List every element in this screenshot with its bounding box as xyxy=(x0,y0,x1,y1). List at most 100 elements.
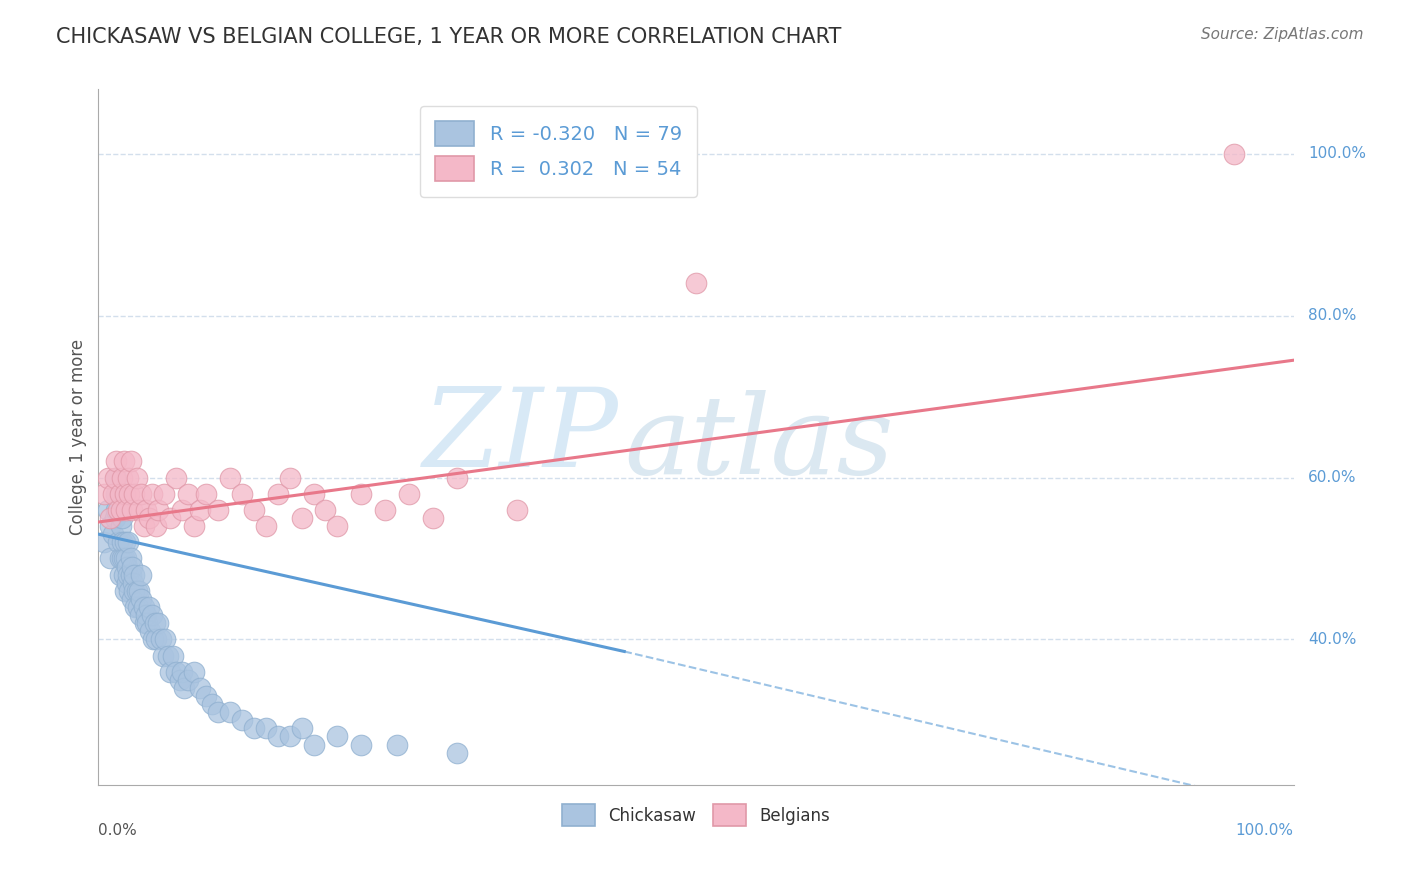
Point xyxy=(108,551,131,566)
Point xyxy=(374,503,396,517)
Point xyxy=(136,616,159,631)
Point xyxy=(159,665,181,679)
Point xyxy=(159,511,181,525)
Point xyxy=(142,632,165,647)
Point xyxy=(446,746,468,760)
Point xyxy=(165,470,187,484)
Point xyxy=(105,486,128,500)
Point xyxy=(107,503,129,517)
Point xyxy=(278,730,301,744)
Point xyxy=(108,486,131,500)
Point xyxy=(120,454,142,468)
Point xyxy=(98,511,122,525)
Point xyxy=(145,632,167,647)
Point xyxy=(121,591,143,606)
Point xyxy=(446,470,468,484)
Point xyxy=(350,486,373,500)
Point xyxy=(114,583,136,598)
Point xyxy=(254,722,277,736)
Point xyxy=(110,519,132,533)
Point xyxy=(165,665,187,679)
Point xyxy=(138,511,160,525)
Point xyxy=(278,470,301,484)
Point xyxy=(97,503,120,517)
Point xyxy=(326,730,349,744)
Point xyxy=(111,551,134,566)
Point xyxy=(105,503,128,517)
Point xyxy=(108,567,131,582)
Point xyxy=(169,673,191,687)
Point xyxy=(105,470,128,484)
Point xyxy=(101,527,124,541)
Point xyxy=(195,689,218,703)
Point xyxy=(115,559,138,574)
Point xyxy=(231,713,253,727)
Point xyxy=(97,470,120,484)
Point xyxy=(131,591,153,606)
Point xyxy=(267,486,290,500)
Point xyxy=(302,486,325,500)
Point xyxy=(183,519,205,533)
Point xyxy=(135,608,157,623)
Point xyxy=(149,632,172,647)
Point xyxy=(172,665,194,679)
Point xyxy=(243,722,266,736)
Point xyxy=(156,648,179,663)
Point xyxy=(195,486,218,500)
Point xyxy=(104,511,127,525)
Point xyxy=(138,599,160,614)
Point xyxy=(132,519,155,533)
Point xyxy=(143,616,166,631)
Point xyxy=(115,575,138,590)
Point xyxy=(207,503,229,517)
Text: 60.0%: 60.0% xyxy=(1308,470,1357,485)
Point xyxy=(134,616,156,631)
Point xyxy=(129,608,152,623)
Point xyxy=(173,681,195,695)
Point xyxy=(145,519,167,533)
Point xyxy=(135,503,157,517)
Point xyxy=(120,567,142,582)
Point xyxy=(148,616,170,631)
Point xyxy=(111,511,134,525)
Point xyxy=(98,519,122,533)
Text: 80.0%: 80.0% xyxy=(1308,309,1357,323)
Point xyxy=(118,583,141,598)
Point xyxy=(267,730,290,744)
Point xyxy=(112,551,135,566)
Point xyxy=(155,632,177,647)
Point xyxy=(125,583,148,598)
Point xyxy=(350,738,373,752)
Point xyxy=(207,705,229,719)
Point xyxy=(326,519,349,533)
Point xyxy=(124,486,146,500)
Point xyxy=(302,738,325,752)
Text: 0.0%: 0.0% xyxy=(98,823,138,838)
Text: atlas: atlas xyxy=(624,391,894,498)
Point xyxy=(131,486,153,500)
Point xyxy=(188,503,211,517)
Point xyxy=(177,486,200,500)
Point xyxy=(183,665,205,679)
Point xyxy=(125,470,148,484)
Text: ZIP: ZIP xyxy=(422,384,619,491)
Point xyxy=(120,551,142,566)
Point xyxy=(201,697,224,711)
Point xyxy=(219,705,242,719)
Point xyxy=(93,486,115,500)
Point xyxy=(139,624,162,639)
Point xyxy=(117,535,139,549)
Point xyxy=(506,503,529,517)
Point xyxy=(153,486,176,500)
Point xyxy=(93,535,115,549)
Point xyxy=(121,559,143,574)
Point xyxy=(188,681,211,695)
Point xyxy=(101,486,124,500)
Point xyxy=(124,583,146,598)
Text: Source: ZipAtlas.com: Source: ZipAtlas.com xyxy=(1201,27,1364,42)
Point xyxy=(291,511,314,525)
Point xyxy=(141,486,163,500)
Point xyxy=(385,738,409,752)
Point xyxy=(104,470,127,484)
Point xyxy=(111,470,134,484)
